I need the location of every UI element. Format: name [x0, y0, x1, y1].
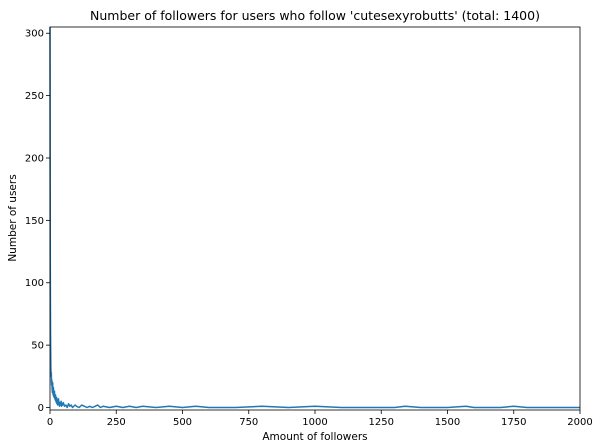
x-tick-label: 0 [47, 417, 53, 428]
x-tick-label: 1750 [501, 417, 526, 428]
chart-title: Number of followers for users who follow… [90, 8, 540, 23]
plot-area [49, 26, 581, 411]
y-tick-label: 50 [31, 341, 44, 352]
y-axis-ticks: 0 50 100 150 200 250 300 [25, 29, 50, 414]
y-tick-label: 0 [38, 403, 44, 414]
x-tick-label: 250 [107, 417, 126, 428]
y-axis-label: Number of users [7, 174, 19, 261]
y-tick-label: 100 [25, 278, 44, 289]
x-tick-label: 1000 [302, 417, 327, 428]
x-axis-label: Amount of followers [262, 431, 367, 443]
y-tick-label: 150 [25, 216, 44, 227]
x-tick-label: 2000 [567, 417, 592, 428]
x-tick-label: 1500 [435, 417, 460, 428]
axes-frame [49, 26, 581, 411]
y-tick-label: 200 [25, 153, 44, 164]
x-tick-label: 750 [239, 417, 258, 428]
y-tick-label: 250 [25, 91, 44, 102]
x-tick-label: 500 [173, 417, 192, 428]
x-axis-ticks: 0 250 500 750 1000 1250 1500 1750 2000 [47, 410, 593, 428]
x-tick-label: 1250 [369, 417, 394, 428]
series-line-0 [49, 26, 580, 409]
y-tick-label: 300 [25, 29, 44, 40]
